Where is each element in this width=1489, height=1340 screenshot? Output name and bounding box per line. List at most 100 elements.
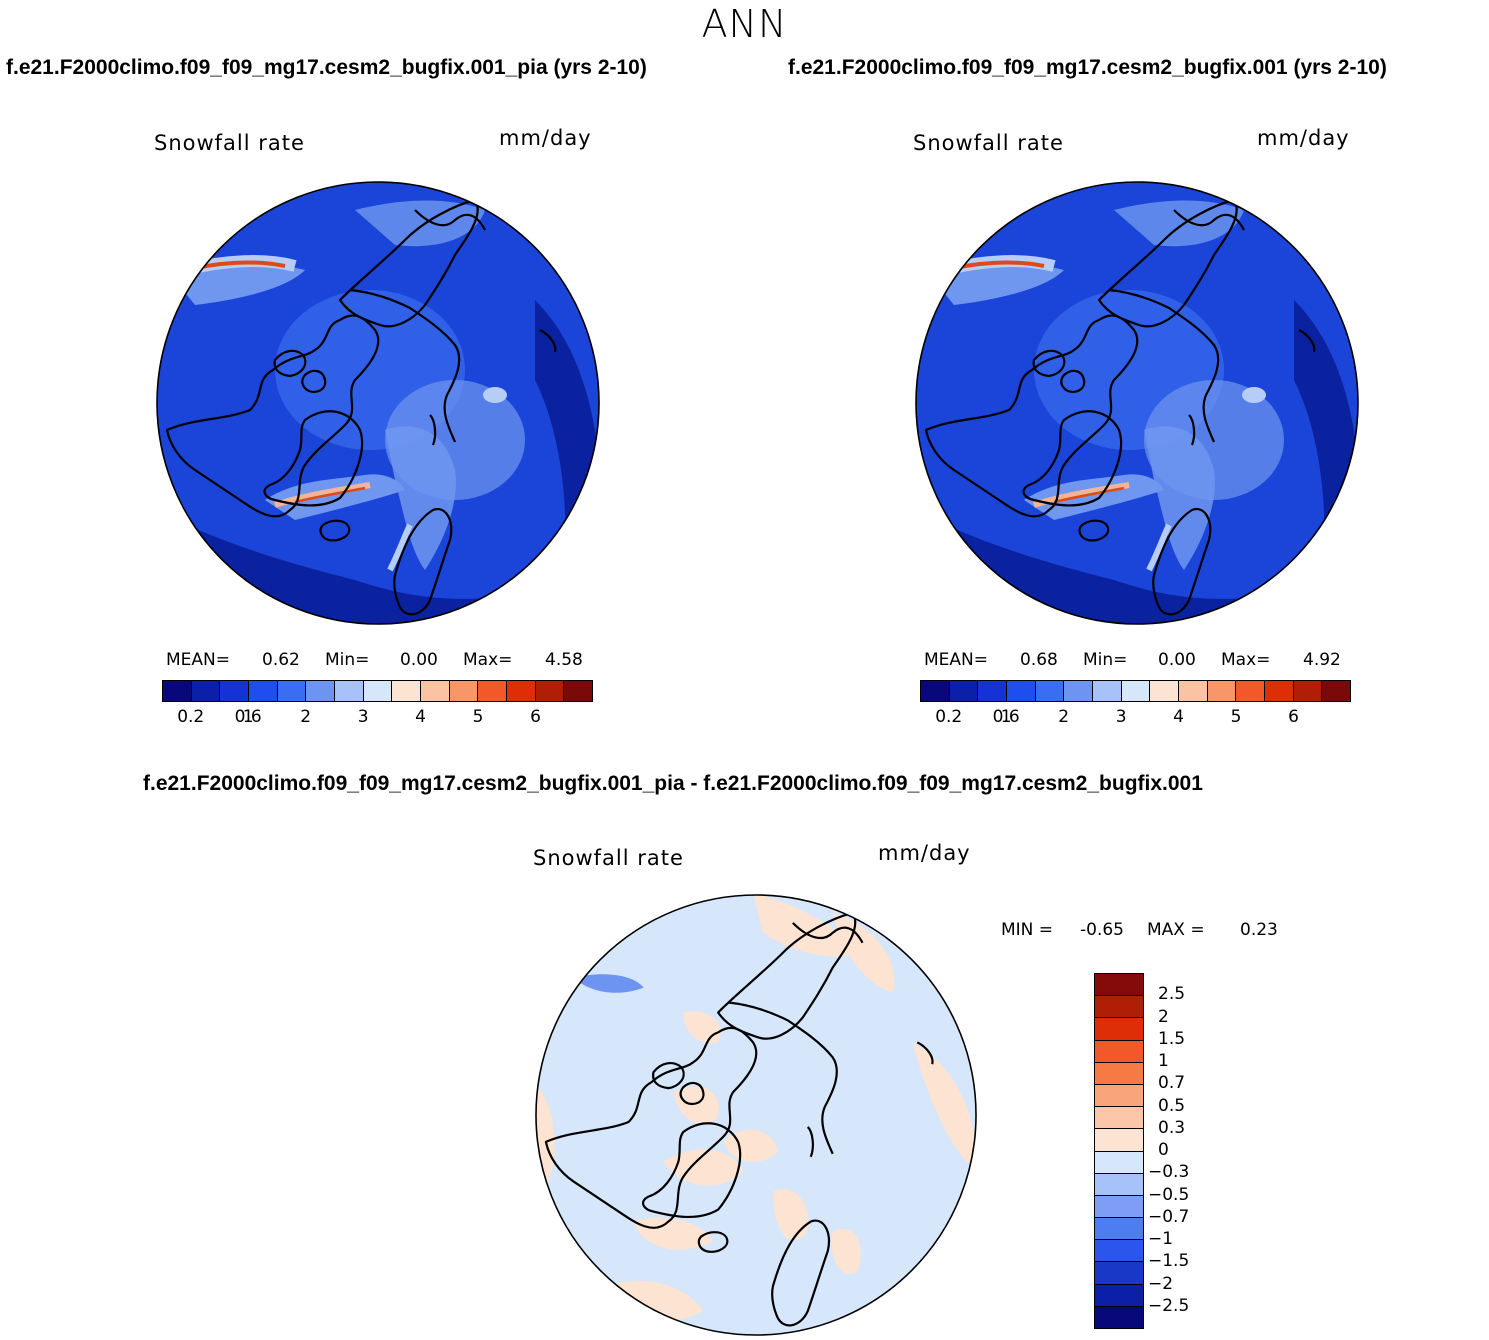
colorbar-tick-label: 2 [300,707,312,727]
colorbar-tick-label: 6 [1288,707,1299,727]
colorbar-swatch [1095,1151,1143,1174]
colorbar-swatch [363,681,393,701]
panel-2-mean-label: MEAN= [924,650,988,670]
colorbar-swatch [1265,681,1294,701]
colorbar-swatch [1095,1018,1143,1041]
diff-colorbar [1094,973,1144,1329]
colorbar-swatch [1293,681,1323,701]
colorbar-tick-label: 4 [415,707,426,727]
colorbar-tick-label: −1 [1148,1229,1174,1249]
colorbar-tick-label: 2 [1058,707,1070,727]
colorbar-tick-label: 6 [530,707,541,727]
panel-1-min-value: 0.00 [400,650,438,670]
colorbar-swatch [1095,1062,1143,1085]
colorbar-swatch [306,681,336,701]
colorbar-swatch [1095,1262,1143,1285]
diff-units-label: mm/day [878,841,971,865]
panel-2-units-label: mm/day [1257,126,1350,150]
colorbar-tick-label: 3 [1115,707,1127,727]
colorbar-tick-label: 0.2 [177,707,205,727]
colorbar-tick-label: −2.5 [1148,1295,1190,1316]
colorbar-swatch [1236,681,1266,701]
colorbar-swatch [1095,1173,1143,1196]
colorbar-tick-label: 0.3 [1158,1117,1186,1138]
diff-min-value: -0.65 [1080,920,1124,940]
colorbar-swatch [1095,1306,1143,1328]
diff-min-label: MIN = [1001,920,1054,940]
panel-1-min-label: Min= [325,650,370,670]
panel-2-polar-map [915,181,1359,625]
colorbar-tick-label: 1 [1158,1051,1169,1071]
colorbar-swatch [277,681,307,701]
colorbar-swatch [1035,681,1065,701]
colorbar-tick-label: 4 [1173,707,1184,727]
colorbar-swatch [335,681,364,701]
colorbar-swatch [1007,681,1036,701]
colorbar-tick-label: 0 [1158,1140,1169,1160]
panel-2-max-label: Max= [1221,650,1271,670]
colorbar-tick-label: 1.5 [1158,1028,1186,1049]
colorbar-tick-label: 5 [472,707,484,727]
colorbar-swatch [249,681,278,701]
colorbar-tick-label: 3 [357,707,369,727]
diff-max-label: MAX = [1147,920,1205,940]
colorbar-swatch [478,681,508,701]
colorbar-tick-label: 2 [1158,1006,1169,1027]
colorbar-tick-label: 0.6 [234,707,262,727]
colorbar-tick-label: −0.5 [1148,1184,1190,1205]
colorbar-swatch [1095,1129,1143,1152]
colorbar-tick-label: 0.6 [992,707,1020,727]
colorbar-swatch [1179,681,1208,701]
colorbar-swatch [1095,1107,1143,1130]
panel-1-max-value: 4.58 [545,650,583,670]
colorbar-swatch [163,681,192,701]
panel-2-max-value: 4.92 [1303,650,1341,670]
colorbar-tick-label: −0.3 [1148,1162,1190,1183]
colorbar-tick-label: −2 [1148,1273,1174,1294]
colorbar-swatch [1095,1084,1143,1108]
colorbar-tick-label: 1 [1000,707,1012,727]
panel-2-case-title: f.e21.F2000climo.f09_f09_mg17.cesm2_bugf… [788,56,1387,79]
diff-polar-map [535,894,977,1336]
colorbar-swatch [1064,681,1094,701]
panel-1-max-label: Max= [463,650,513,670]
colorbar-swatch [421,681,450,701]
diff-title: f.e21.F2000climo.f09_f09_mg17.cesm2_bugf… [143,772,1203,795]
colorbar-swatch [949,681,979,701]
panel-2-colorbar [920,680,1351,702]
colorbar-swatch [978,681,1008,701]
panel-1-case-title: f.e21.F2000climo.f09_f09_mg17.cesm2_bugf… [6,56,647,79]
colorbar-swatch [535,681,565,701]
colorbar-swatch [449,681,479,701]
colorbar-swatch [1095,1218,1143,1241]
colorbar-tick-label: 0.7 [1158,1073,1186,1094]
colorbar-swatch [1150,681,1180,701]
colorbar-tick-label: 0.2 [935,707,963,727]
panel-1-field-label: Snowfall rate [154,131,305,155]
colorbar-swatch [921,681,950,701]
colorbar-tick-label: −1.5 [1148,1251,1190,1272]
colorbar-swatch [1093,681,1122,701]
colorbar-swatch [1095,1195,1143,1219]
diff-max-value: 0.23 [1240,920,1278,940]
colorbar-swatch [1121,681,1151,701]
colorbar-tick-label: 0.5 [1158,1095,1186,1116]
colorbar-swatch [1095,1240,1143,1263]
panel-1-mean-value: 0.62 [262,650,300,670]
colorbar-swatch [564,681,593,701]
colorbar-tick-label: 1 [242,707,254,727]
colorbar-swatch [1095,974,1143,997]
colorbar-tick-label: 2.5 [1158,984,1186,1005]
colorbar-tick-label: 5 [1230,707,1242,727]
panel-1-polar-map [156,181,600,625]
colorbar-tick-label: −0.7 [1148,1206,1190,1227]
colorbar-swatch [1322,681,1351,701]
colorbar-swatch [1207,681,1237,701]
colorbar-swatch [191,681,221,701]
panel-1-colorbar [162,680,593,702]
colorbar-swatch [507,681,536,701]
panel-2-field-label: Snowfall rate [913,131,1064,155]
panel-2-min-value: 0.00 [1158,650,1196,670]
colorbar-swatch [220,681,250,701]
page-title: ANN [701,2,788,46]
